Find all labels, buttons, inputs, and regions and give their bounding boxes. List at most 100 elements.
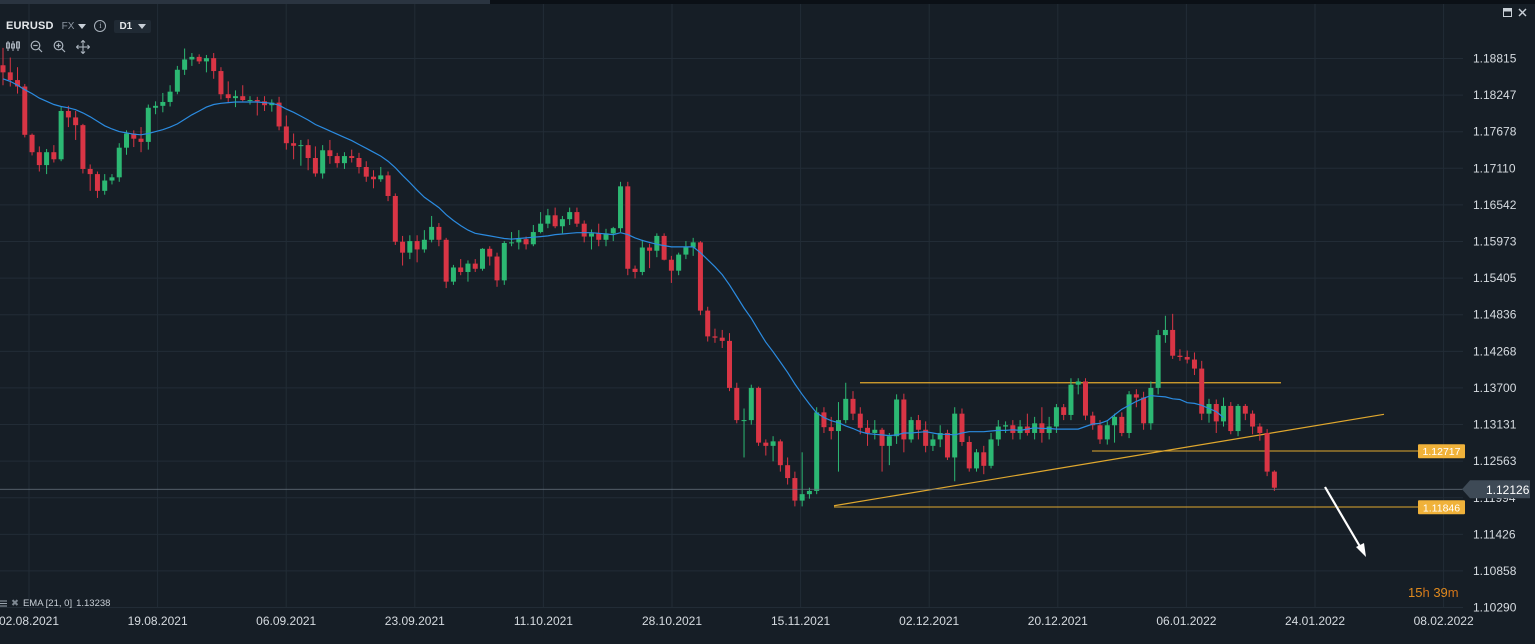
indicators-icon[interactable] bbox=[6, 40, 20, 52]
candle-body bbox=[676, 254, 682, 271]
candle bbox=[94, 171, 100, 198]
candle bbox=[334, 152, 340, 168]
candle-body bbox=[58, 110, 64, 160]
candle bbox=[1017, 420, 1023, 440]
x-tick-label: 02.12.2021 bbox=[899, 614, 959, 628]
x-tick-label: 15.11.2021 bbox=[771, 614, 830, 628]
candle-body bbox=[1046, 426, 1052, 433]
x-tick-label: 08.02.2022 bbox=[1414, 614, 1474, 628]
candle-body bbox=[574, 212, 580, 224]
y-tick-label: 1.18815 bbox=[1473, 52, 1517, 66]
candle-body bbox=[930, 439, 936, 446]
candle-body bbox=[1141, 397, 1147, 424]
candle-body bbox=[15, 80, 21, 87]
support-trendline[interactable] bbox=[833, 413, 1385, 507]
candle-body bbox=[160, 101, 166, 106]
candle-body bbox=[647, 247, 653, 251]
ema-line bbox=[2, 78, 1224, 437]
x-axis[interactable]: 02.08.2021 19.08.2021 06.09.2021 23.09.2021… bbox=[0, 614, 1474, 628]
candle bbox=[494, 252, 500, 287]
candle bbox=[930, 434, 936, 452]
symbol-dropdown-icon[interactable] bbox=[78, 23, 87, 29]
y-tick-label: 1.17110 bbox=[1473, 161, 1516, 175]
candle bbox=[843, 382, 849, 424]
candle-body bbox=[596, 233, 602, 240]
close-icon[interactable] bbox=[1518, 8, 1527, 17]
x-tick-label: 11.10.2021 bbox=[514, 614, 573, 628]
info-icon[interactable]: i bbox=[94, 20, 107, 32]
candle bbox=[65, 105, 71, 128]
candle bbox=[712, 328, 718, 343]
candle-body bbox=[719, 337, 725, 341]
y-tick-label: 1.16542 bbox=[1473, 198, 1517, 212]
y-axis[interactable]: 1.18815 1.18247 1.17678 1.17110 1.16542 1.159… bbox=[1418, 52, 1530, 615]
candle-body bbox=[1250, 413, 1256, 427]
indicator-label: EMA [21, 0] bbox=[22, 598, 73, 609]
candle bbox=[857, 407, 863, 435]
candle-body bbox=[1082, 381, 1088, 416]
candle bbox=[400, 235, 406, 266]
x-tick-label: 02.08.2021 bbox=[0, 614, 59, 628]
candle-body bbox=[618, 186, 624, 229]
candle-body bbox=[1170, 329, 1176, 356]
candle-body bbox=[196, 56, 202, 62]
overlays bbox=[0, 486, 1463, 557]
candle bbox=[1257, 423, 1263, 441]
candle-body bbox=[1075, 381, 1081, 385]
timeframe-selector[interactable]: D1 bbox=[114, 19, 152, 33]
candle bbox=[661, 233, 667, 261]
candle bbox=[799, 452, 805, 507]
current-price-tag[interactable]: 1.12126 bbox=[1462, 480, 1530, 499]
symbol-label[interactable]: EURUSD bbox=[6, 20, 54, 32]
current-price-text: 1.12126 bbox=[1486, 483, 1530, 497]
candle-body bbox=[356, 157, 362, 168]
candle-body bbox=[1024, 426, 1030, 433]
minimize-icon[interactable] bbox=[1503, 8, 1512, 17]
candle bbox=[1148, 381, 1154, 430]
price-level-label[interactable]: 1.12717 bbox=[1418, 444, 1465, 459]
candle-body bbox=[87, 168, 93, 175]
zoom-in-icon[interactable] bbox=[53, 40, 66, 53]
candle bbox=[915, 414, 921, 440]
price-level-label[interactable]: 1.11846 bbox=[1418, 500, 1465, 515]
candle-body bbox=[247, 100, 253, 102]
candle-body bbox=[479, 248, 485, 269]
candle bbox=[596, 223, 602, 247]
candle-body bbox=[712, 336, 718, 338]
candle bbox=[995, 420, 1001, 446]
indicator-settings-icon[interactable] bbox=[0, 600, 7, 607]
candle bbox=[618, 181, 624, 233]
candle-body bbox=[1264, 432, 1270, 472]
candle-body bbox=[414, 241, 420, 250]
candle bbox=[1119, 412, 1125, 437]
candle bbox=[741, 408, 747, 458]
candle-body bbox=[407, 241, 413, 253]
candle bbox=[770, 436, 776, 462]
candle-body bbox=[225, 94, 231, 99]
candle-body bbox=[283, 126, 289, 144]
candle-body bbox=[523, 239, 529, 245]
zoom-out-icon[interactable] bbox=[30, 40, 43, 53]
candle bbox=[36, 146, 42, 172]
candle-body bbox=[1068, 384, 1074, 415]
candle bbox=[283, 115, 289, 150]
candle-body bbox=[567, 212, 573, 220]
candle bbox=[937, 425, 943, 448]
candle bbox=[647, 243, 653, 269]
candle-body bbox=[552, 215, 558, 227]
remove-indicator-icon[interactable]: ✖ bbox=[11, 598, 19, 609]
candle-body bbox=[865, 427, 871, 433]
candle-body bbox=[538, 223, 544, 233]
candle bbox=[174, 65, 180, 95]
candle-body bbox=[835, 420, 841, 432]
candle-body bbox=[1061, 407, 1067, 415]
candle bbox=[1053, 403, 1059, 433]
candle-body bbox=[211, 58, 217, 72]
candle bbox=[1213, 399, 1219, 433]
candle bbox=[29, 133, 35, 156]
pan-icon[interactable] bbox=[76, 40, 90, 54]
candle-body bbox=[145, 107, 151, 142]
x-tick-label: 06.01.2022 bbox=[1156, 614, 1216, 628]
